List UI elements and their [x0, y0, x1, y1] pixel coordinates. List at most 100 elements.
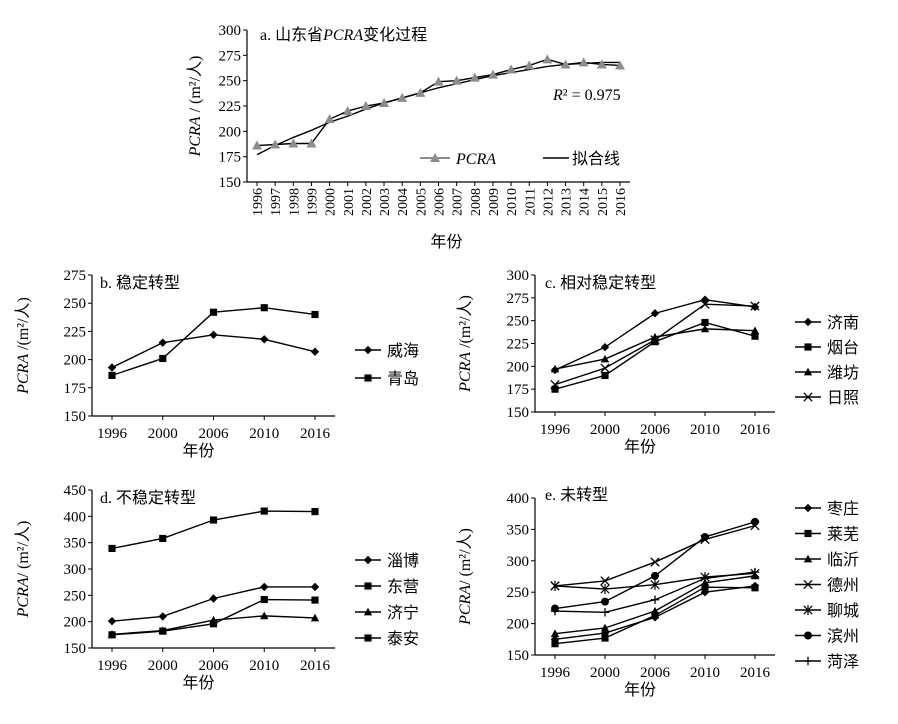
chart-panel-c: 150 175 200 225 250 275 300 1996 2000 2006 2010 201…	[456, 268, 859, 456]
chart-panel-d: 150 200 250 300 350 400 450 1996 2000 2006 2010 201…	[14, 483, 419, 692]
y-axis-label-unit: / (m²/人)	[186, 56, 204, 117]
y-tick-label: 200	[64, 615, 87, 631]
y-tick-label: 175	[219, 150, 242, 166]
x-tick-label: 2005	[414, 188, 429, 216]
data-point	[108, 631, 116, 639]
data-point	[260, 335, 269, 344]
series-line-滨州	[554, 521, 756, 610]
data-point	[108, 371, 116, 379]
legend-label: 东营	[387, 578, 419, 596]
x-tick-label: 2000	[590, 422, 620, 438]
x-tick-label: 2015	[596, 188, 611, 216]
x-tick-label: 1996	[540, 422, 571, 438]
y-tick-label: 300	[507, 268, 530, 284]
data-point	[260, 507, 268, 515]
data-point	[700, 295, 710, 304]
data-point	[651, 611, 659, 620]
x-axis-label: 年份	[624, 681, 656, 699]
x-tick-label: 2016	[300, 426, 331, 442]
data-point	[600, 363, 610, 373]
data-point	[288, 138, 299, 148]
y-axis-label: PCRA / (m²/人)	[186, 56, 204, 158]
data-point	[107, 616, 117, 626]
x-tick-label: 2003	[378, 188, 393, 216]
y-tick-label: 350	[64, 536, 87, 552]
legend-marker	[363, 345, 373, 355]
chart-title: b. 稳定转型	[100, 274, 180, 292]
data-point	[560, 59, 571, 69]
legend-label: 菏泽	[827, 653, 859, 671]
y-tick-label: 300	[219, 23, 242, 39]
x-tick-label: 2010	[249, 658, 279, 674]
chart-title: c. 相对稳定转型	[545, 274, 656, 292]
x-tick-label: 2010	[249, 426, 279, 442]
y-axis-label: PCRA /(m²/人)	[14, 297, 32, 395]
data-point	[700, 299, 710, 309]
data-point	[650, 579, 660, 590]
legend-marker	[363, 607, 373, 616]
y-tick-label: 400	[64, 509, 87, 525]
data-point	[397, 92, 408, 102]
data-point	[600, 584, 610, 595]
data-point	[209, 330, 218, 339]
data-point	[306, 138, 317, 148]
data-point	[750, 567, 760, 577]
legend-label: 德州	[827, 577, 859, 595]
data-point	[310, 347, 320, 356]
x-tick-label: 1996	[251, 188, 266, 216]
legend-marker	[430, 153, 440, 162]
data-point	[751, 584, 759, 592]
y-axis-label-var: PCRA	[457, 352, 474, 393]
data-point	[451, 75, 462, 85]
data-point	[650, 606, 660, 615]
data-point	[158, 338, 167, 347]
y-tick-label: 200	[507, 617, 530, 633]
legend-label: PCRA	[455, 151, 496, 168]
y-axis-label-var: PCRA	[187, 116, 204, 157]
x-tick-label: 2016	[740, 665, 771, 681]
data-point	[311, 596, 319, 604]
chart-panel-b: 150 175 200 225 250 275 1996 2000 2006 2010 2016 年份…	[14, 268, 419, 460]
y-tick-label: 150	[507, 405, 530, 421]
data-point	[550, 629, 560, 638]
legend-label: 拟合线	[572, 150, 620, 168]
x-tick-label: 1996	[540, 665, 571, 681]
data-point	[260, 582, 269, 592]
data-point	[650, 557, 660, 567]
x-tick-label: 2006	[433, 188, 448, 216]
legend-label: 莱芜	[827, 526, 859, 544]
data-point	[600, 608, 610, 617]
legend-marker	[803, 503, 813, 513]
data-point	[360, 101, 371, 110]
x-tick-label: 2007	[451, 188, 466, 216]
x-tick-label: 2002	[360, 188, 375, 216]
fit-line	[256, 61, 620, 156]
legend-label: 济宁	[387, 604, 419, 622]
data-point	[252, 140, 262, 150]
data-point	[701, 318, 709, 327]
y-axis-label: PCRA /(m²/人)	[456, 295, 474, 393]
legend-marker	[803, 367, 813, 376]
y-tick-label: 300	[507, 554, 530, 570]
y-tick-label: 250	[507, 585, 530, 601]
y-axis-label-unit: /(m²/人)	[14, 297, 32, 354]
y-axis-label-unit: /(m²/人)	[456, 295, 474, 352]
annotation-value: ² = 0.975	[563, 87, 621, 104]
data-point	[506, 64, 517, 74]
y-tick-label: 175	[64, 381, 87, 397]
legend-label: 威海	[387, 342, 419, 360]
data-point	[311, 508, 319, 516]
data-point	[342, 106, 353, 116]
data-point	[700, 574, 710, 583]
legend-marker	[803, 579, 813, 590]
x-tick-label: 2006	[640, 422, 671, 438]
data-point	[750, 301, 760, 311]
data-point	[578, 57, 589, 67]
data-point	[209, 594, 218, 603]
data-point	[751, 517, 759, 526]
legend-label: 临沂	[827, 551, 859, 569]
x-tick-label: 2001	[342, 188, 357, 216]
x-tick-label: 2000	[590, 665, 620, 681]
legend-marker	[804, 631, 812, 640]
data-point	[600, 576, 610, 586]
